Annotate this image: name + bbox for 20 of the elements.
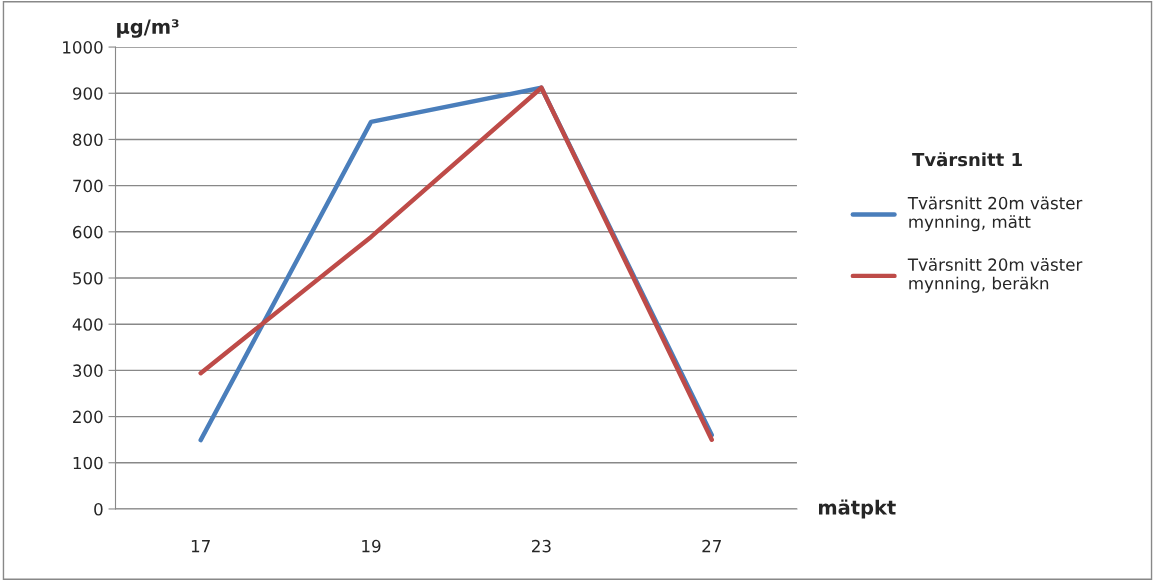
legend-title: Tvärsnitt 1 [912,152,1022,167]
x-axis-title: mätpkt [819,499,896,519]
x-tick-label: 19 [362,539,381,553]
y-tick-label: 900 [72,87,103,100]
y-tick-label: 300 [73,364,103,377]
y-tick-label: 600 [73,225,103,239]
y-tick-label: 700 [73,179,103,193]
y-tick-label: 200 [73,410,103,424]
y-tick-label: 400 [72,318,103,331]
legend-label: Tvärsnitt 20m väster mynning, mätt [907,196,1083,232]
x-tick-label: 27 [702,539,721,553]
y-tick-label: 800 [73,133,103,147]
y-axis-title: µg/m³ [117,19,179,38]
y-tick-label: 100 [73,456,103,470]
legend-label: Tvärsnitt 20m väster mynning, beräkn [907,257,1083,293]
y-tick-label: 1000 [63,41,103,54]
x-tick-label: 23 [532,539,551,553]
y-tick-label: 500 [73,271,103,285]
x-tick-label: 17 [191,540,210,553]
y-tick-label: 0 [94,502,103,516]
